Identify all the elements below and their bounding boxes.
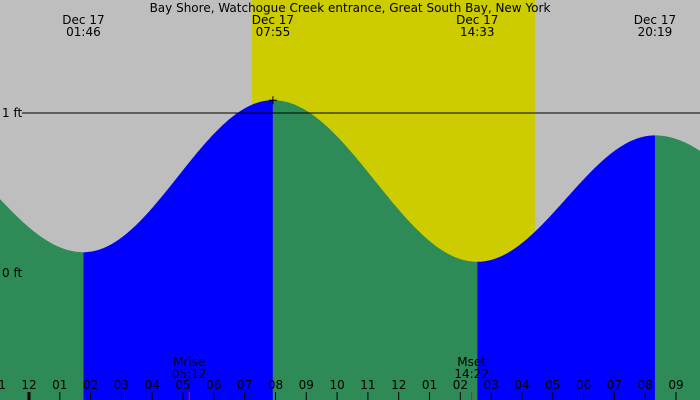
falling-tide-area: [0, 199, 84, 400]
x-tick-label: 02: [83, 378, 98, 392]
extreme-date-label: Dec 17: [62, 13, 104, 27]
x-tick-label: 11: [0, 378, 6, 392]
x-tick-label: 01: [422, 378, 437, 392]
high-tide-marker: [268, 96, 277, 105]
x-tick-label: 12: [21, 378, 36, 392]
x-tick-label: 03: [484, 378, 499, 392]
x-tick-label: 06: [206, 378, 221, 392]
x-tick-label: 02: [453, 378, 468, 392]
x-tick-label: 03: [114, 378, 129, 392]
x-tick-label: 08: [638, 378, 653, 392]
x-tick-label: 04: [145, 378, 160, 392]
x-tick-label: 04: [514, 378, 529, 392]
falling-tide-area: [272, 100, 478, 400]
falling-tide-area: [654, 135, 700, 400]
x-tick-label: 06: [576, 378, 591, 392]
x-tick-label: 05: [175, 378, 190, 392]
extreme-time-label: 01:46: [66, 25, 101, 39]
moon-event-time: 05:12: [172, 367, 207, 381]
y-tick-label: 0 ft: [2, 266, 22, 280]
x-tick-label: 01: [52, 378, 67, 392]
x-tick-label: 09: [668, 378, 683, 392]
extreme-time-label: 20:19: [638, 25, 673, 39]
extreme-time-label: 14:33: [460, 25, 495, 39]
x-tick-label: 10: [329, 378, 344, 392]
rising-tide-area: [83, 100, 273, 400]
rising-tide-area: [477, 135, 655, 400]
x-tick-label: 07: [237, 378, 252, 392]
x-tick-label: 12: [391, 378, 406, 392]
extreme-date-label: Dec 17: [634, 13, 676, 27]
moon-event-label: Mset: [457, 355, 486, 369]
x-tick-label: 07: [607, 378, 622, 392]
chart-title: Bay Shore, Watchogue Creek entrance, Gre…: [150, 1, 551, 15]
extreme-time-label: 07:55: [256, 25, 291, 39]
x-tick-label: 11: [360, 378, 375, 392]
extreme-date-label: Dec 17: [456, 13, 498, 27]
extreme-date-label: Dec 17: [252, 13, 294, 27]
moon-event-time: 14:22: [454, 367, 489, 381]
x-tick-label: 09: [299, 378, 314, 392]
x-tick-label: 08: [268, 378, 283, 392]
moon-event-label: Mrise: [173, 355, 205, 369]
x-tick-label: 05: [545, 378, 560, 392]
y-tick-label: 1 ft: [2, 106, 22, 120]
